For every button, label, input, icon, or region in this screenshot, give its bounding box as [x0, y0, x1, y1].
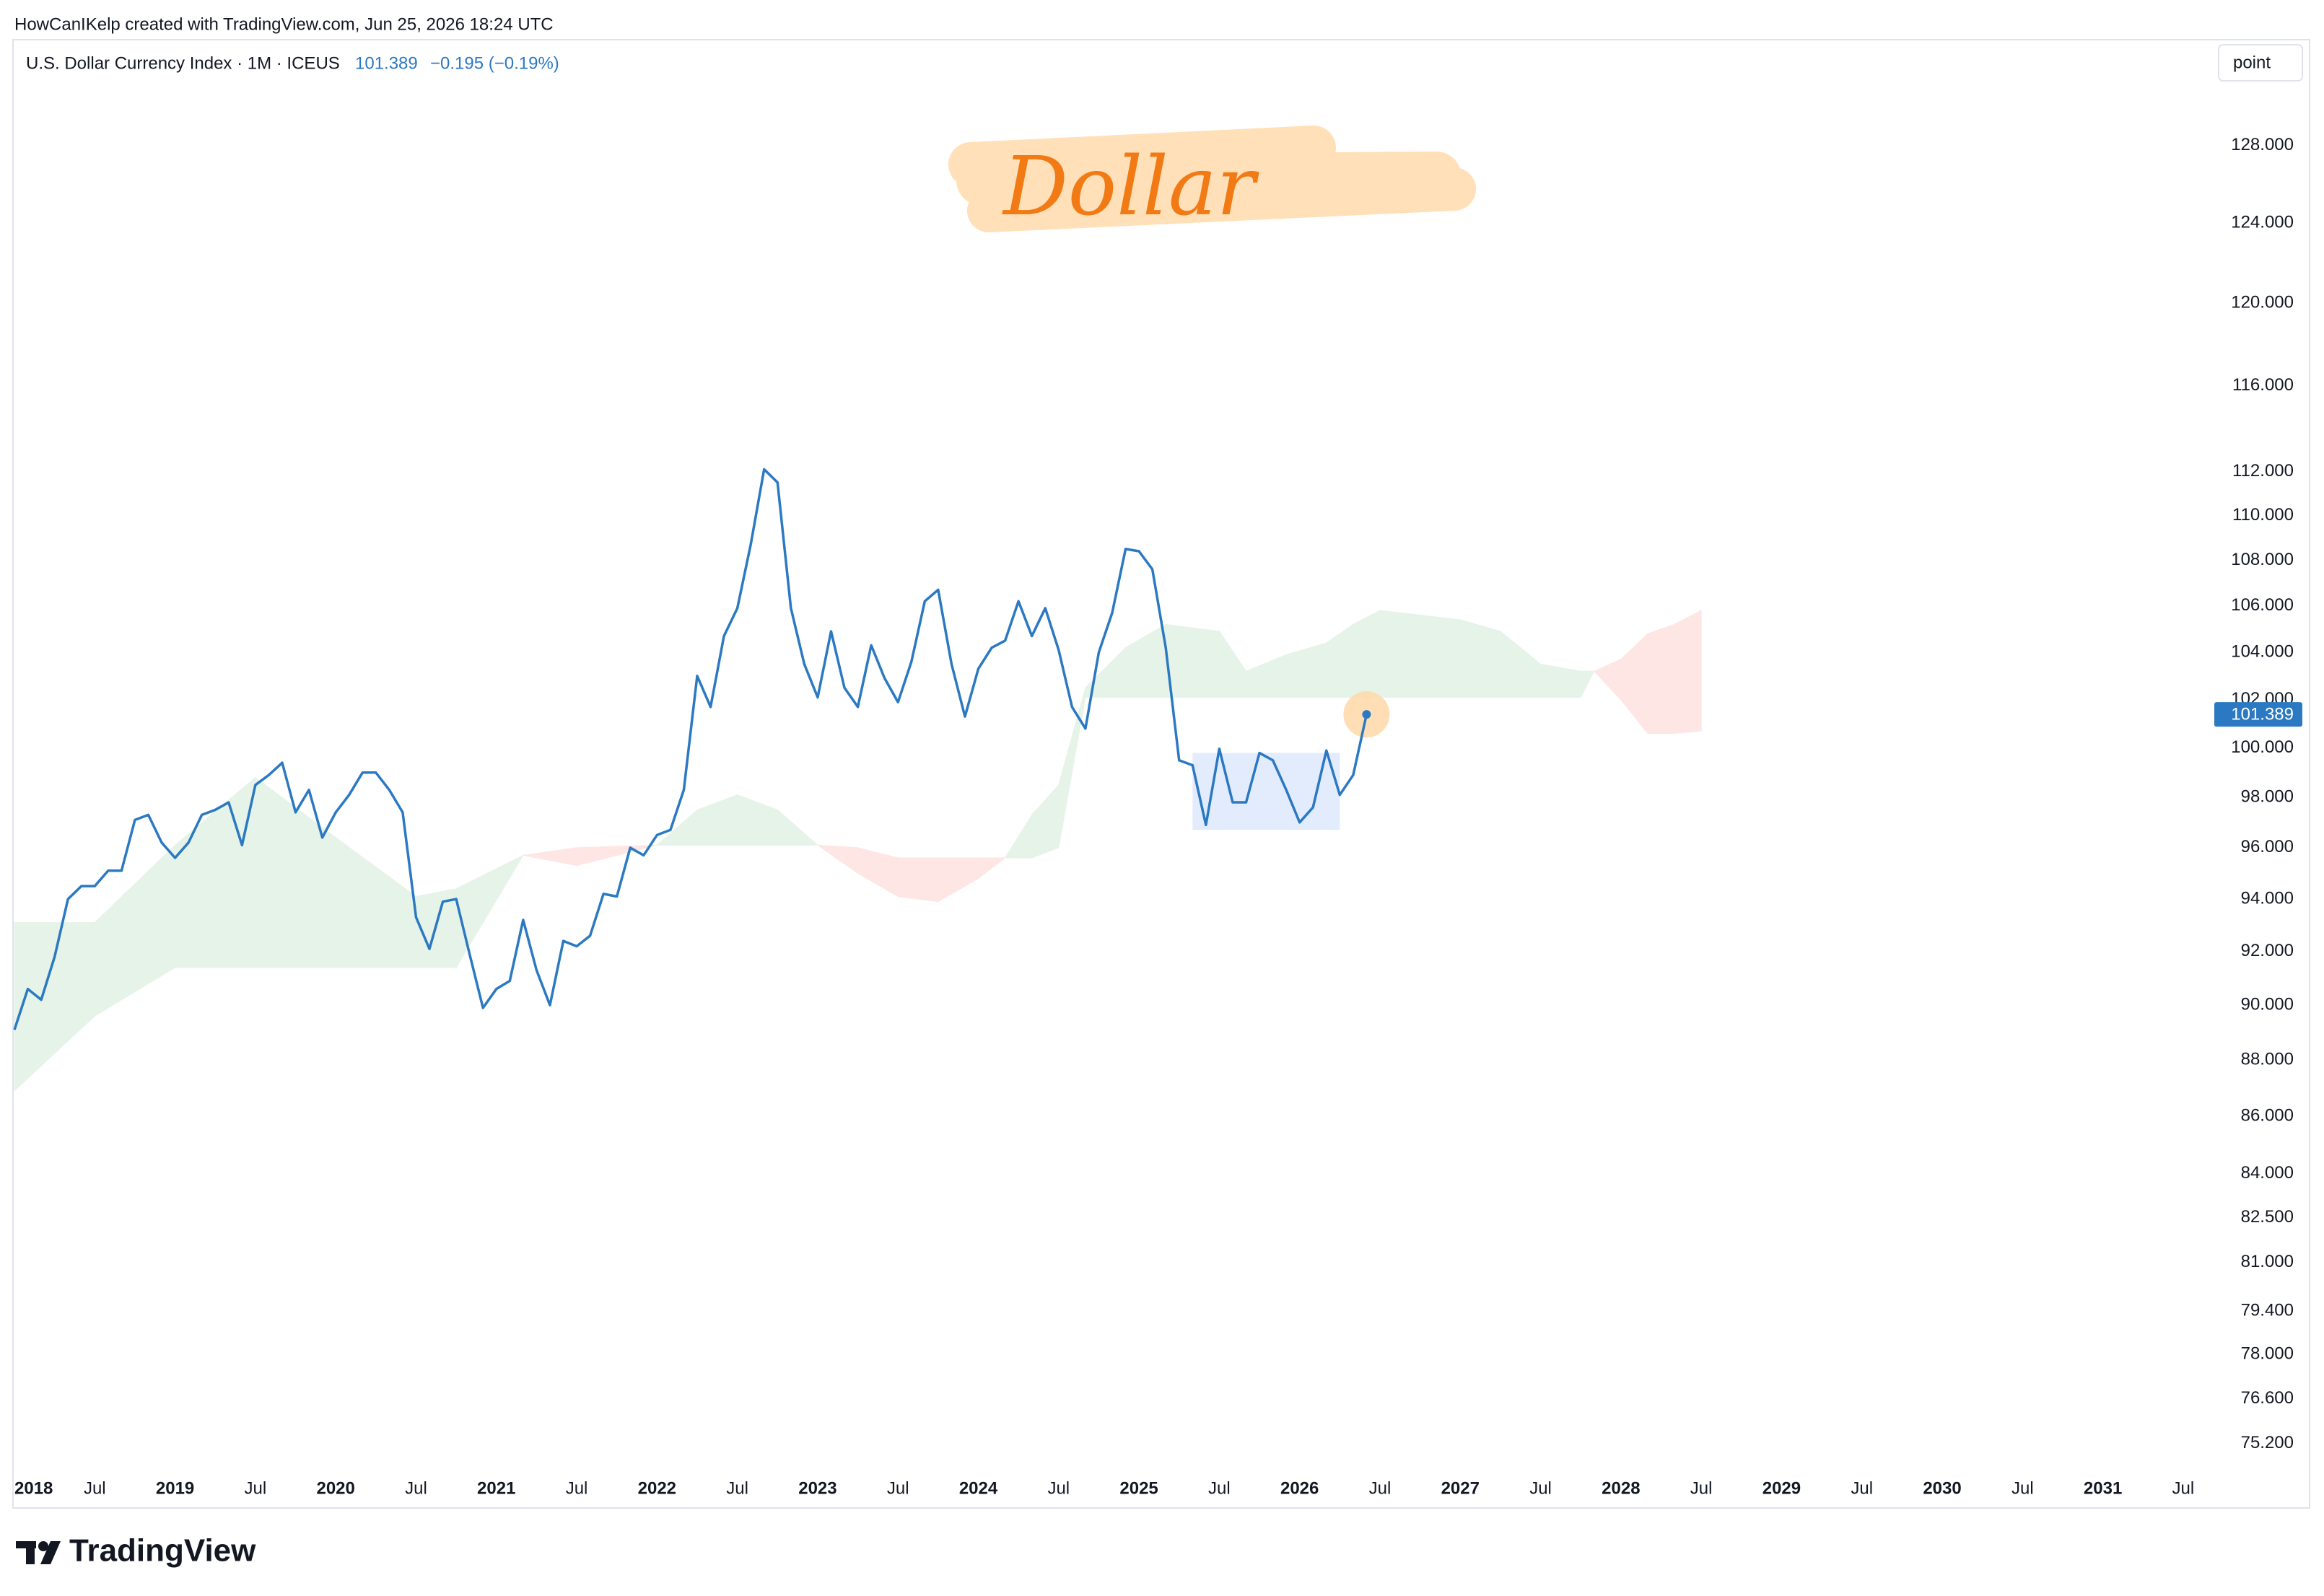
cloud-segment [897, 857, 939, 903]
annotation: Dollar [1002, 140, 1260, 234]
x-tick-label: 2030 [1923, 1478, 1961, 1498]
y-tick-label: 84.000 [2241, 1163, 2294, 1183]
logo-mark [16, 1541, 61, 1564]
y-tick-label: 86.000 [2241, 1105, 2294, 1125]
y-tick-label: 76.600 [2241, 1388, 2294, 1408]
x-tick-label: 2031 [2084, 1478, 2122, 1498]
logo-text: TradingView [69, 1533, 256, 1569]
cloud-segment [1647, 623, 1675, 735]
x-tick-label: 2026 [1280, 1478, 1319, 1498]
y-tick-label: 108.000 [2231, 550, 2294, 569]
cloud-segment [1379, 610, 1421, 698]
scale-button-label[interactable]: point [2233, 53, 2271, 72]
x-tick-label: Jul [245, 1478, 267, 1498]
x-tick-label: 2024 [959, 1478, 998, 1498]
cloud-segment [1674, 610, 1702, 735]
x-tick-label: 2028 [1602, 1478, 1640, 1498]
y-tick-label: 82.500 [2241, 1207, 2294, 1227]
y-tick-label: 94.000 [2241, 888, 2294, 908]
x-tick-label: 2021 [477, 1478, 515, 1498]
y-tick-label: 128.000 [2231, 135, 2294, 154]
legend-change: −0.195 (−0.19%) [430, 53, 559, 73]
chart-frame [12, 39, 2310, 1509]
price-line [13, 468, 1368, 1030]
x-tick-label: 2020 [316, 1478, 354, 1498]
y-tick-label: 90.000 [2241, 995, 2294, 1014]
x-tick-label: Jul [566, 1478, 588, 1498]
y-tick-label: 98.000 [2241, 786, 2294, 806]
legend-last: 101.389 [355, 53, 418, 73]
price-badge [2214, 702, 2302, 727]
logo-shape [38, 1541, 48, 1551]
y-tick-label: 92.000 [2241, 941, 2294, 960]
y-tick-label: 88.000 [2241, 1050, 2294, 1069]
x-tick-label: Jul [1529, 1478, 1552, 1498]
cloud-segment [455, 854, 525, 969]
x-tick-label: Jul [84, 1478, 106, 1498]
y-tick-label: 106.000 [2231, 595, 2294, 615]
cloud-segment [1165, 623, 1220, 698]
cloud-segment [1459, 619, 1501, 698]
annotation-highlight [948, 126, 1476, 232]
plot: 128.000 124.000 120.000 116.000 112.000 110.0… [13, 135, 2302, 1498]
price-badge-label: 101.389 [2231, 704, 2294, 724]
logo-shape [40, 1541, 61, 1564]
x-tick-label: Jul [1851, 1478, 1873, 1498]
cloud-segment [1420, 614, 1461, 698]
x-tick-label: Jul [405, 1478, 427, 1498]
y-tick-label: 100.000 [2231, 737, 2294, 757]
x-tick-label: 2025 [1119, 1478, 1158, 1498]
cloud-segment [777, 809, 819, 846]
cloud-segment [978, 857, 1007, 880]
y-tick-label: 112.000 [2232, 461, 2294, 481]
x-tick-label: 2029 [1762, 1478, 1801, 1498]
cloud-segment [1580, 670, 1595, 698]
x-tick-label: 2019 [156, 1478, 194, 1498]
x-tick-label: Jul [1208, 1478, 1231, 1498]
x-tick-label: Jul [2172, 1478, 2195, 1498]
scale-button[interactable] [2218, 44, 2303, 82]
y-tick-label: 79.400 [2241, 1300, 2294, 1320]
y-tick-label: 116.000 [2232, 375, 2294, 395]
y-tick-label: 81.000 [2241, 1252, 2294, 1271]
y-tick-label: 104.000 [2231, 641, 2294, 661]
x-tick-label: Jul [1047, 1478, 1070, 1498]
last-point [1362, 710, 1371, 719]
y-tick-label: 75.200 [2241, 1433, 2294, 1452]
y-tick-label: 110.000 [2232, 505, 2294, 525]
x-tick-label: 2022 [638, 1478, 676, 1498]
attribution: HowCanIKelp created with TradingView.com… [14, 14, 554, 34]
x-tick-label: Jul [1690, 1478, 1713, 1498]
y-tick-label: 124.000 [2231, 213, 2294, 232]
y-tick-label: 120.000 [2231, 292, 2294, 312]
x-tick-label: Jul [1369, 1478, 1392, 1498]
y-tick-label: 96.000 [2241, 837, 2294, 856]
legend-symbol: U.S. Dollar Currency Index · 1M · ICEUS [26, 53, 340, 73]
x-tick-label: Jul [2011, 1478, 2034, 1498]
x-tick-label: 2023 [798, 1478, 836, 1498]
highlight-stroke [956, 152, 1462, 206]
x-tick-label: Jul [887, 1478, 909, 1498]
cloud-segment [1353, 610, 1381, 698]
y-tick-label: 78.000 [2241, 1344, 2294, 1364]
logo-shape [26, 1541, 35, 1564]
x-tick-label: 2027 [1441, 1478, 1480, 1498]
x-tick-label: 2018 [14, 1478, 53, 1498]
x-tick-label: Jul [726, 1478, 748, 1498]
